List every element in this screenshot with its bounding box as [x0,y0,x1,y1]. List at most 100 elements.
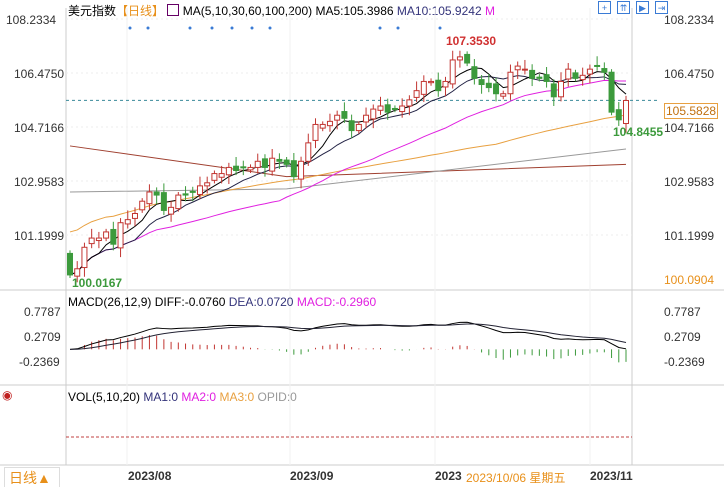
crosshair-icon[interactable]: + [598,1,611,14]
candle [131,212,138,219]
ma10-value: MA10:105.9242 [396,4,482,18]
candle [175,194,182,210]
candle [428,80,435,84]
candle [493,83,500,95]
zoom-out-icon[interactable]: ▶ [636,1,649,14]
candle [391,107,398,110]
candle [110,228,117,245]
low-annotation: 100.0167 [72,276,123,290]
event-marker [438,26,442,30]
macd-diff: DIFF:-0.0760 [154,295,226,309]
candle [225,166,232,176]
dea-line [69,323,627,350]
diff-line [69,321,627,350]
candle [420,80,427,95]
ma-label: MA(5,10,30,60,100,200) [182,4,313,18]
candle [449,59,456,85]
candle [478,79,485,86]
event-marker [128,26,132,30]
candle [247,166,254,171]
candle [283,159,290,165]
macd-tick: -0.2369 [19,355,60,369]
candle [363,114,370,123]
candle [586,68,593,75]
candle [160,192,167,211]
candle [139,200,146,211]
macd-tick: -0.2369 [664,355,705,369]
vol-title: VOL(5,10,20) [68,390,141,404]
candle [384,104,391,113]
candle [182,193,189,196]
ma60-line [69,114,627,233]
vol-header: VOL(5,10,20) MA1:0 MA2:0 MA3:0 OPID:0 [68,390,297,404]
event-marker [230,26,234,30]
scroll-end-icon[interactable]: ⇥ [655,1,668,14]
ma5-line [69,67,627,276]
candle [348,120,355,132]
candle [529,69,536,79]
candle [240,166,247,169]
candle [543,74,550,82]
macd-title: MACD(26,12,9) [68,295,152,309]
right-price-tick: 104.7166 [664,121,715,135]
period-button[interactable]: 日线▲ [4,467,60,487]
event-marker [268,26,272,30]
candle [204,182,211,187]
candle [312,123,319,141]
left-price-tick: 101.1999 [14,229,65,243]
zoom-in-icon[interactable]: ⇈ [617,1,630,14]
x-tick: 2023/09 [290,469,334,483]
current-price-label: 105.5828 [664,103,719,119]
candle [88,237,95,245]
left-price-tick: 102.9583 [14,175,65,189]
event-marker [378,26,382,30]
candle [269,157,276,172]
candle [565,68,572,80]
x-tick: 2023 [435,469,462,483]
candle [305,142,312,162]
ma30-line [69,79,627,276]
candle [485,82,492,89]
candle [399,105,406,113]
chart-header: 美元指数【日线】 MA(5,10,30,60,100,200) MA5:105.… [68,2,495,19]
event-marker [146,26,150,30]
candle [319,123,326,129]
candle [168,206,175,215]
candle [406,99,413,107]
left-price-tick: 106.4750 [14,67,65,81]
candle [536,76,543,79]
candle [211,173,218,181]
candle [146,191,153,205]
candle [153,191,160,196]
macd-header: MACD(26,12,9) DIFF:-0.0760 DEA:0.0720 MA… [68,295,376,309]
period-label[interactable]: 【日线】 [116,4,165,18]
macd-tick: 0.7787 [24,305,61,319]
ma-settings-icon[interactable] [167,4,180,16]
candle [95,237,102,242]
ma100-line [69,148,627,193]
ma200-line [69,145,627,178]
candle [189,190,196,193]
candle [594,64,601,67]
candle [608,71,615,113]
candle [298,160,305,180]
x-tick: 2023/11 [590,469,633,483]
candle [124,219,131,225]
macd-tick: 0.2709 [664,330,701,344]
ma5-value: MA5:105.3986 [315,4,394,18]
event-marker [210,26,214,30]
low-price-label: 100.0904 [664,273,715,287]
candle [377,105,384,111]
candle [196,185,203,195]
candle [355,123,362,132]
event-marker [188,26,192,30]
candle [334,114,341,121]
candle [500,93,507,97]
candle [623,99,629,125]
left-price-tick: 108.2334 [6,13,57,27]
indicator-settings-icon[interactable]: ◉ [2,388,13,402]
left-price-tick: 104.7166 [14,121,65,135]
candle [550,83,557,98]
